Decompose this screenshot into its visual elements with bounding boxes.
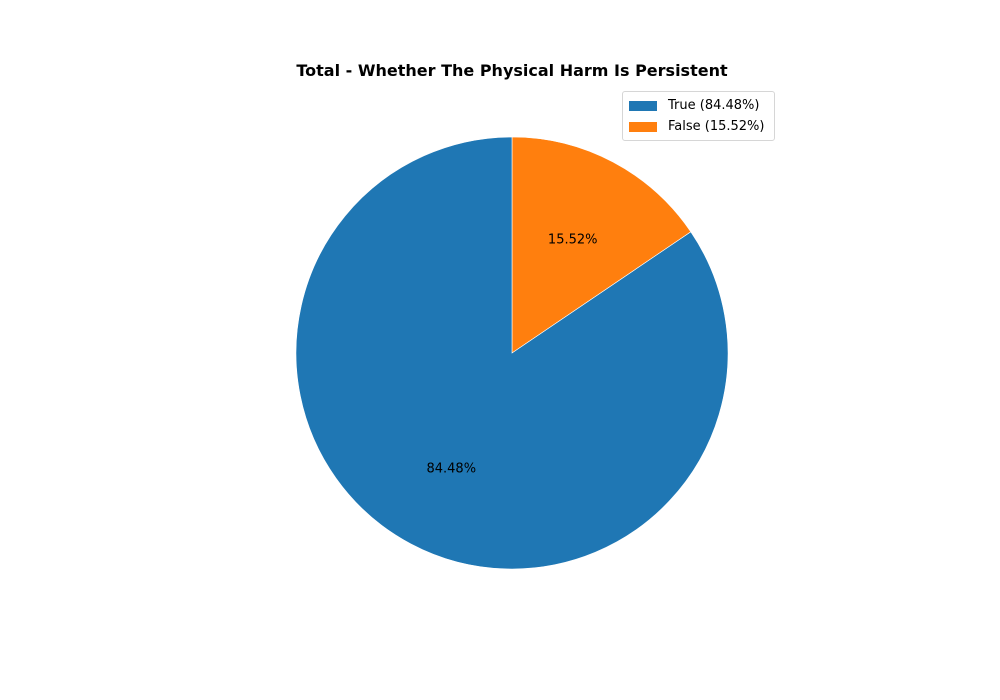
pie-slices bbox=[295, 136, 729, 570]
legend-swatch-true bbox=[629, 100, 657, 111]
legend-label-true: True (84.48%) bbox=[668, 98, 760, 113]
legend-label-false: False (15.52%) bbox=[668, 119, 765, 134]
pie-slice-false bbox=[511, 136, 692, 354]
legend-swatch-false bbox=[629, 121, 657, 132]
legend: True (84.48%) False (15.52%) bbox=[622, 91, 775, 141]
legend-item-true: True (84.48%) bbox=[629, 95, 768, 116]
pie-slice-labels: 15.52% 84.48% bbox=[426, 233, 597, 477]
pie-slice-label-false: 15.52% bbox=[548, 233, 598, 248]
chart-title: Total - Whether The Physical Harm Is Per… bbox=[296, 61, 728, 80]
pie-slice-label-true: 84.48% bbox=[426, 461, 476, 476]
pie-slice-true bbox=[295, 136, 729, 570]
legend-item-false: False (15.52%) bbox=[629, 116, 768, 137]
